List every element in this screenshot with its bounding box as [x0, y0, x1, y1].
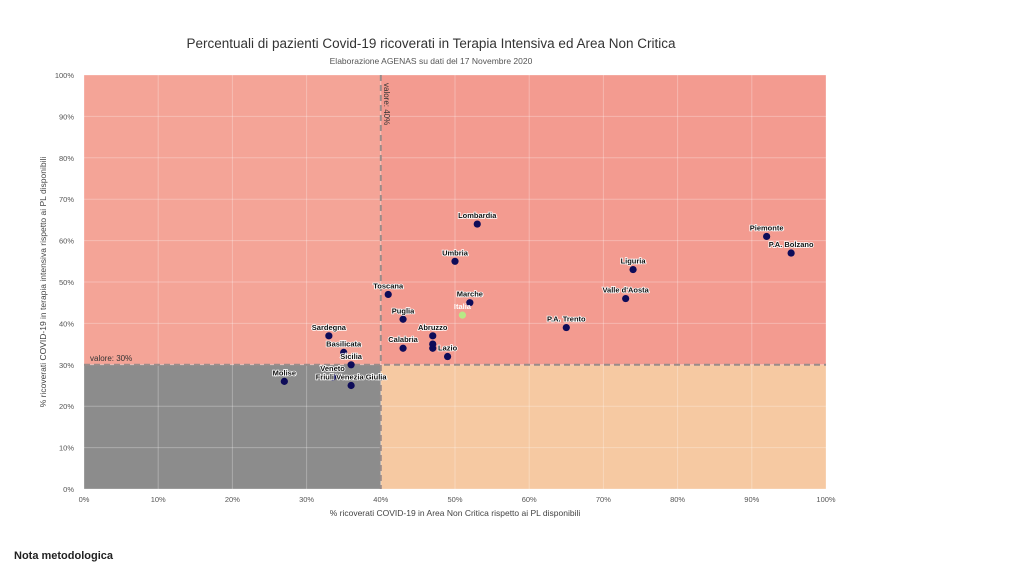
point-label: Sardegna [312, 323, 347, 332]
data-point [325, 332, 333, 340]
x-tick-label: 30% [299, 495, 314, 504]
data-point [562, 323, 570, 332]
point-label: Calabria [388, 335, 418, 344]
point-label: Piemonte [750, 223, 784, 232]
data-point [399, 344, 407, 352]
point-label: Marche [457, 290, 483, 299]
chart-title: Percentuali di pazienti Covid-19 ricover… [186, 36, 675, 51]
threshold-lines: valore: 40% valore: 30% [84, 75, 826, 489]
data-point [347, 381, 355, 390]
data-point [429, 344, 437, 352]
y-tick-label: 40% [59, 319, 74, 328]
data-point [473, 220, 481, 228]
point-label: Abruzzo [418, 323, 448, 332]
point-label: Basilicata [326, 339, 362, 348]
x-tick-label: 70% [596, 495, 611, 504]
point-label: Puglia [392, 306, 415, 315]
y-axis: 0% 10% 20% 30% 40% 50% 60% 70% 80% 90% 100% [55, 71, 75, 494]
data-point [347, 361, 355, 369]
point-label: Liguria [621, 257, 647, 266]
data-points: Lombardia Piemonte P.A. Bolzano Umbria Ligur… [272, 210, 815, 390]
y-tick-label: 80% [59, 154, 74, 163]
y-tick-label: 30% [59, 361, 74, 370]
point-label: Lazio [438, 344, 458, 353]
data-point [763, 232, 771, 241]
point-label: Toscana [373, 281, 404, 290]
data-point [451, 257, 459, 265]
point-label: Umbria [442, 248, 469, 257]
data-point [280, 377, 288, 385]
gridlines [83, 74, 827, 490]
data-point [328, 373, 337, 381]
x-tick-label: 100% [816, 495, 836, 504]
quadrant-zones [84, 75, 826, 489]
x-tick-label: 90% [744, 495, 759, 504]
x-tick-label: 80% [670, 495, 685, 504]
point-label: Valle d'Aosta [602, 286, 649, 295]
zone-lower-left [84, 364, 381, 489]
y-tick-label: 60% [59, 237, 74, 246]
data-point [787, 249, 795, 257]
point-label: Sicilia [340, 352, 363, 361]
point-label: P.A. Bolzano [769, 240, 814, 249]
x-tick-label: 0% [79, 495, 90, 504]
zone-lower-right [380, 364, 826, 489]
threshold-y-label: valore: 30% [90, 354, 132, 363]
zone-upper-left [84, 75, 381, 365]
point-label: Molise [273, 368, 296, 377]
x-tick-label: 40% [373, 495, 388, 504]
chart-subtitle: Elaborazione AGENAS su dati del 17 Novem… [330, 56, 533, 66]
data-point [399, 315, 407, 323]
y-axis-label: % ricoverati COVID-19 in terapia intensi… [38, 157, 48, 408]
data-point [458, 311, 467, 319]
y-tick-label: 100% [55, 71, 75, 80]
methodology-note-link[interactable]: Nota metodologica [14, 550, 114, 562]
y-tick-label: 10% [59, 444, 74, 453]
x-axis: 0% 10% 20% 30% 40% 50% 60% 70% 80% 90% 100% [79, 495, 836, 504]
data-point [622, 294, 630, 303]
x-axis-label: % ricoverati COVID-19 in Area Non Critic… [330, 508, 581, 518]
data-point [429, 332, 437, 340]
data-point [443, 352, 452, 361]
point-label: P.A. Trento [547, 315, 586, 324]
point-label: Italia [454, 302, 472, 311]
point-label: Lombardia [458, 211, 497, 220]
data-point [629, 265, 637, 274]
scatter-chart: Percentuali di pazienti Covid-19 ricover… [38, 36, 836, 518]
data-point [340, 348, 348, 356]
data-point [384, 290, 392, 299]
y-tick-label: 20% [59, 402, 74, 411]
point-label: Friuli Venezia Giulia [316, 373, 388, 382]
data-point [466, 299, 474, 307]
y-tick-label: 90% [59, 112, 74, 121]
x-tick-label: 10% [151, 495, 166, 504]
x-tick-label: 20% [225, 495, 240, 504]
threshold-x-label: valore: 40% [382, 83, 391, 125]
y-tick-label: 70% [59, 195, 74, 204]
zone-upper-right [380, 75, 826, 365]
point-label: Veneto [320, 364, 345, 373]
y-tick-label: 50% [59, 278, 74, 287]
y-tick-label: 0% [63, 485, 74, 494]
x-tick-label: 60% [522, 495, 537, 504]
x-tick-label: 50% [447, 495, 462, 504]
